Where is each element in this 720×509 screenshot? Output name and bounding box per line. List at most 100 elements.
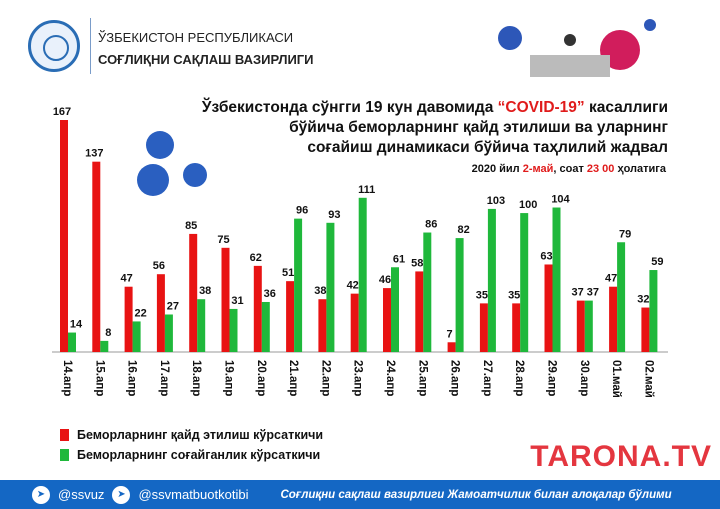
bar-recovered <box>391 267 399 352</box>
data-label: 47 <box>120 273 132 285</box>
bar-recovered <box>520 213 529 352</box>
bar-registered <box>189 233 198 352</box>
bar-recovered <box>326 222 335 352</box>
data-label: 46 <box>379 274 391 286</box>
x-tick-label: 28.апр <box>513 360 525 396</box>
x-tick-label: 29.апр <box>546 360 558 396</box>
watermark: TARONA.TV <box>530 440 712 473</box>
data-label: 62 <box>250 252 262 264</box>
data-label: 56 <box>153 260 165 272</box>
bar-recovered <box>197 299 206 352</box>
bar-chart: 167 14 14.апр 137 8 15.апр 47 22 16.апр 56 27 17.ап… <box>52 106 668 398</box>
x-tick-label: 17.апр <box>158 360 170 396</box>
bar-registered <box>479 303 488 352</box>
legend-item-recovered: Беморларнинг соғайганлик кўрсаткичи <box>60 448 320 462</box>
data-label: 42 <box>347 280 359 292</box>
data-label: 93 <box>328 209 340 221</box>
ministry-logo <box>28 20 80 72</box>
bar-registered <box>383 288 391 352</box>
virus-decoration <box>137 131 207 196</box>
virus-illustration <box>498 19 656 77</box>
data-label: 82 <box>457 224 469 236</box>
bar-registered <box>576 300 585 352</box>
x-tick-label: 20.апр <box>255 360 267 396</box>
bar-recovered <box>552 207 561 352</box>
bar-registered <box>641 307 650 352</box>
data-label: 22 <box>134 307 146 319</box>
x-tick-label: 24.апр <box>384 360 396 396</box>
data-label: 36 <box>264 288 276 300</box>
data-label: 104 <box>551 194 570 206</box>
bar-registered <box>156 274 165 352</box>
bar-recovered <box>100 340 109 352</box>
legend-label: Беморларнинг қайд этилиш кўрсаткичи <box>77 428 324 442</box>
data-label: 59 <box>651 256 663 268</box>
bar-recovered <box>649 270 658 352</box>
bar-recovered <box>132 321 141 352</box>
data-label: 8 <box>105 327 111 339</box>
chart-subtitle: 2020 йил 2-май, соат 23 00 ҳолатига <box>471 163 666 175</box>
x-tick-label: 16.апр <box>126 360 138 396</box>
bar-recovered <box>229 308 238 352</box>
data-label: 27 <box>167 300 179 312</box>
bar-registered <box>253 265 262 352</box>
data-label: 51 <box>282 267 294 279</box>
footer-bar: ➤ @ssvuz ➤ @ssvmatbuotkotibi Соғлиқни сақл… <box>0 480 720 509</box>
data-label: 47 <box>605 273 617 285</box>
data-label: 86 <box>425 219 437 231</box>
x-tick-label: 21.апр <box>287 360 299 396</box>
bar-recovered <box>164 314 173 352</box>
x-tick-label: 14.апр <box>61 360 73 396</box>
data-label: 61 <box>393 253 405 265</box>
data-label: 167 <box>53 106 71 118</box>
data-label: 63 <box>540 250 552 262</box>
bar-recovered <box>358 197 367 352</box>
bar-registered <box>318 299 327 352</box>
bar-registered <box>415 271 424 352</box>
data-label: 31 <box>231 295 243 307</box>
bar-recovered <box>261 301 270 352</box>
data-label: 35 <box>508 289 520 301</box>
data-label: 7 <box>447 328 453 340</box>
x-tick-label: 18.апр <box>190 360 202 396</box>
data-label: 38 <box>314 285 326 297</box>
bar-recovered <box>294 218 303 352</box>
telegram-icon: ➤ <box>112 485 131 504</box>
data-label: 137 <box>85 148 103 160</box>
legend-item-registered: Беморларнинг қайд этилиш кўрсаткичи <box>60 428 323 442</box>
data-label: 111 <box>358 184 375 196</box>
telegram-icon: ➤ <box>32 485 50 504</box>
bar-recovered <box>487 208 496 352</box>
data-label: 32 <box>637 294 649 306</box>
bar-registered <box>92 161 101 352</box>
telegram-link-ssvmatbuotkotibi[interactable]: @ssvmatbuotkotibi <box>138 487 249 502</box>
x-tick-label: 26.апр <box>449 360 461 396</box>
bar-registered <box>447 342 456 352</box>
legend-label: Беморларнинг соғайганлик кўрсаткичи <box>77 448 321 462</box>
bar-registered <box>221 247 230 352</box>
bar-recovered <box>455 238 464 352</box>
data-label: 85 <box>185 220 197 232</box>
telegram-link-ssvuz[interactable]: @ssvuz <box>58 487 105 502</box>
footer-note: Соғлиқни сақлаш вазирлиги Жамоатчилик би… <box>280 488 672 501</box>
x-tick-label: 23.апр <box>352 360 364 396</box>
data-label: 37 <box>587 287 599 299</box>
x-tick-label: 01.май <box>610 360 622 398</box>
org-name-line1: ЎЗБЕКИСТОН РЕСПУБЛИКАСИ <box>98 30 294 45</box>
data-label: 103 <box>487 195 505 207</box>
bar-registered <box>609 286 618 352</box>
legend-swatch-green <box>60 449 69 461</box>
x-tick-label: 27.апр <box>481 360 493 396</box>
data-label: 75 <box>217 234 229 246</box>
x-tick-label: 25.апр <box>416 360 428 396</box>
x-tick-label: 15.апр <box>93 360 105 396</box>
data-label: 37 <box>572 287 584 299</box>
bar-recovered <box>423 232 432 352</box>
x-tick-label: 19.апр <box>223 360 235 396</box>
data-label: 79 <box>619 228 631 240</box>
chart-title: Ўзбекистонда сўнгги 19 кун давомида “COV… <box>201 99 668 156</box>
divider <box>90 18 91 74</box>
data-label: 100 <box>519 199 537 211</box>
x-tick-label: 30.апр <box>578 360 590 396</box>
bar-registered <box>350 293 359 352</box>
